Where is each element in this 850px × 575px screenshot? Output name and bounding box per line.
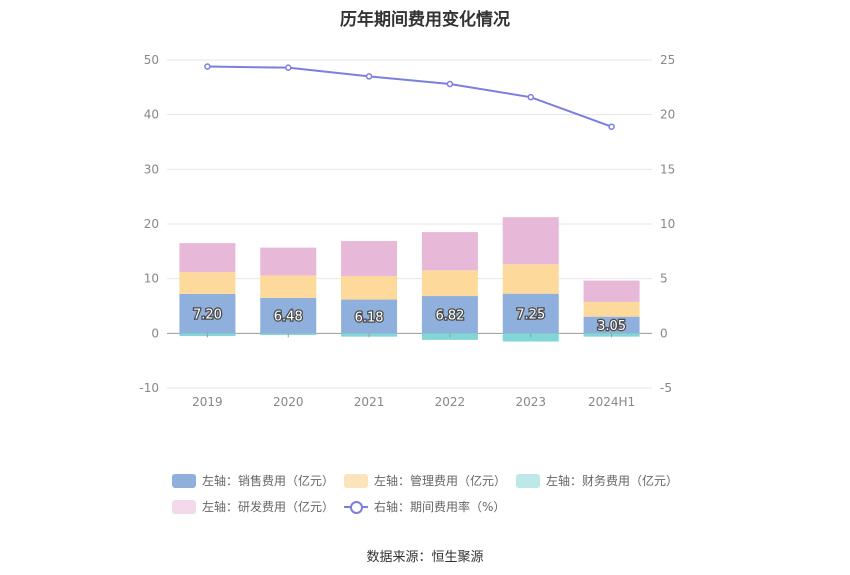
expense-ratio-line — [207, 65, 612, 128]
bar-admin — [583, 301, 640, 317]
bar-rd — [341, 241, 398, 277]
left-axis-tick-label: 50 — [144, 53, 159, 67]
legend-label-rd: 左轴：研发费用（亿元） — [202, 500, 335, 514]
legend-label-admin: 左轴：管理费用（亿元） — [374, 474, 507, 488]
legend-swatch-sales — [172, 473, 196, 488]
bar-sales — [341, 299, 398, 334]
bar-admin — [260, 275, 317, 298]
left-axis-tick-label: 40 — [144, 108, 159, 122]
bar-sales — [179, 293, 236, 334]
x-axis-tick-label: 2023 — [515, 395, 546, 409]
x-axis-tick-label: 2021 — [354, 395, 385, 409]
bar-sales — [583, 316, 640, 334]
right-axis-tick-label: 10 — [660, 217, 675, 231]
legend-label-expense-ratio: 右轴：期间费用率（%） — [374, 500, 506, 514]
x-axis-tick-label: 2024H1 — [588, 395, 635, 409]
chart-title: 历年期间费用变化情况 — [340, 10, 510, 30]
expense-ratio-point — [446, 80, 454, 88]
bar-rd — [421, 232, 478, 271]
expense-ratio-point — [365, 73, 373, 80]
legend-item-finance[interactable]: 左轴：财务费用（亿元） — [516, 472, 678, 489]
left-axis-tick-label: -10 — [139, 381, 159, 395]
x-axis-tick-label: 2019 — [192, 395, 223, 409]
left-axis-tick-label: 30 — [144, 162, 159, 176]
x-axis-tick-label: 2022 — [435, 395, 466, 409]
bar-value-label: 7.25 — [516, 308, 545, 323]
legend-swatch-admin — [344, 473, 368, 488]
bar-admin — [421, 270, 478, 297]
expense-ratio-point — [527, 93, 534, 101]
right-axis-tick-label: -5 — [660, 381, 672, 395]
bar-sales — [421, 296, 478, 334]
bar-finance — [502, 333, 559, 342]
legend-item-expense-ratio[interactable]: 右轴：期间费用率（%） — [344, 498, 505, 515]
legend-line-icon — [344, 500, 368, 514]
expense-ratio-point — [285, 64, 292, 71]
bar-admin — [179, 272, 236, 294]
bar-admin — [502, 264, 559, 294]
legend-item-admin[interactable]: 左轴：管理费用（亿元） — [344, 472, 506, 489]
x-axis-tick-label: 2020 — [273, 395, 304, 409]
bar-rd — [179, 243, 236, 273]
legend-item-sales[interactable]: 左轴：销售费用（亿元） — [172, 472, 334, 489]
right-axis-tick-label: 5 — [660, 272, 668, 286]
bar-rd — [583, 280, 640, 302]
legend-item-rd[interactable]: 左轴：研发费用（亿元） — [172, 498, 334, 515]
bar-value-label: 6.18 — [355, 310, 384, 325]
legend-label-finance: 左轴：财务费用（亿元） — [546, 474, 679, 488]
bar-sales — [502, 293, 559, 334]
right-axis-tick-label: 0 — [660, 326, 668, 340]
bar-rd — [260, 247, 317, 276]
bar-value-label: 3.05 — [597, 319, 626, 334]
left-axis-tick-label: 20 — [144, 217, 159, 231]
bar-admin — [341, 276, 398, 300]
bar-value-label: 6.82 — [435, 309, 464, 324]
legend-swatch-finance — [516, 473, 540, 488]
bar-value-label: 6.48 — [274, 310, 303, 325]
expense-ratio-point — [608, 123, 615, 130]
legend-swatch-rd — [172, 499, 196, 514]
legend-label-sales: 左轴：销售费用（亿元） — [202, 474, 335, 488]
left-axis-tick-label: 10 — [144, 272, 159, 286]
left-axis-tick-label: 0 — [151, 326, 159, 340]
right-axis-tick-label: 25 — [660, 53, 675, 67]
bar-sales — [260, 297, 317, 334]
expense-ratio-point — [204, 63, 211, 70]
bar-value-label: 7.20 — [193, 308, 222, 323]
right-axis-tick-label: 15 — [660, 162, 675, 176]
right-axis-tick-label: 20 — [660, 108, 675, 122]
bar-rd — [502, 217, 559, 265]
source-note: 数据来源：恒生聚源 — [366, 550, 484, 565]
